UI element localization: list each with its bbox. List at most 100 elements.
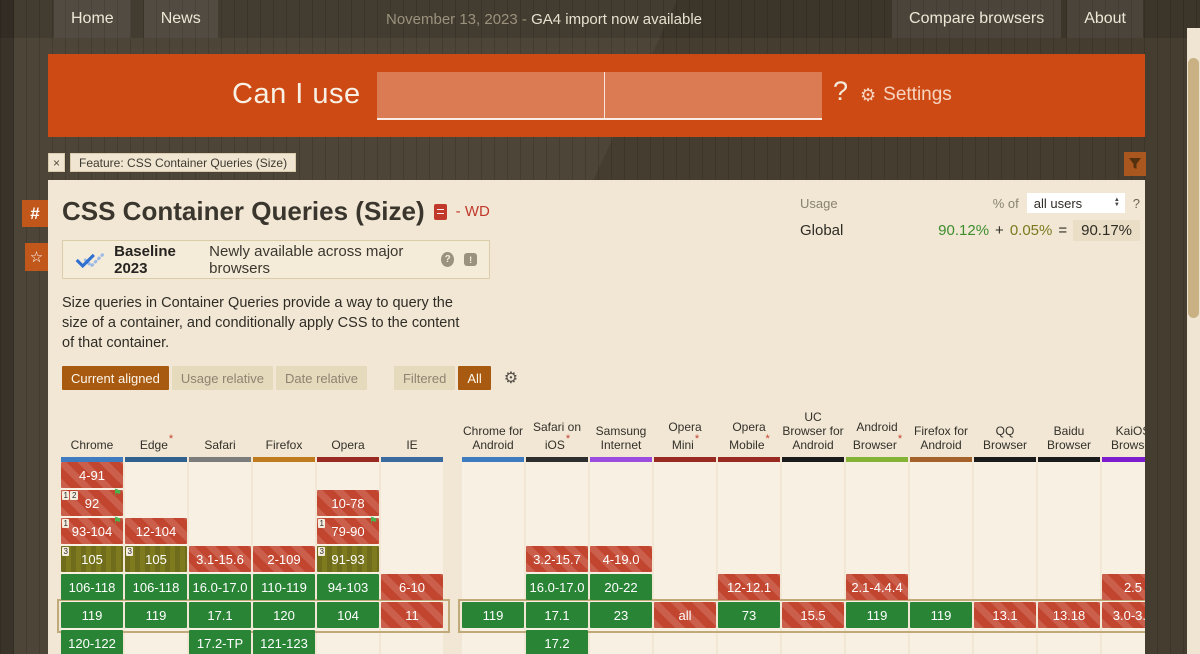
support-cell[interactable]: 91-93 3 — [317, 546, 379, 572]
settings-button[interactable]: ⚙ Settings — [860, 84, 952, 106]
page-left-edge — [0, 0, 14, 654]
browser-column-header: Firefox for Android — [913, 424, 968, 452]
support-cell[interactable]: 73 — [718, 602, 780, 628]
usage-source-value: all users — [1033, 195, 1083, 211]
browser-column: Chrome 4-91 92 1 2 ⚑ 93-104 1 ⚑ 105 3 106-118 119 120… — [61, 395, 123, 654]
support-cell[interactable]: 6-10 — [381, 574, 443, 600]
support-cell[interactable]: 92 1 2 ⚑ — [61, 489, 123, 516]
flag-icon: ⚑ — [113, 516, 122, 527]
filter-filtered-button[interactable]: Filtered — [393, 366, 456, 390]
support-cell[interactable]: 17.1 — [189, 602, 251, 628]
browser-brand-underline — [189, 457, 251, 462]
page-scrollbar-thumb[interactable] — [1188, 58, 1199, 318]
search-help-question-mark[interactable]: ? — [833, 76, 849, 106]
filter-all-button[interactable]: All — [458, 366, 491, 390]
support-cell[interactable]: 105 3 — [61, 546, 123, 572]
current-version-highlight — [458, 599, 1145, 633]
close-icon: × — [52, 155, 60, 170]
nav-news-button[interactable]: News — [143, 0, 218, 38]
support-cell[interactable]: 23 — [590, 602, 652, 628]
support-cell[interactable]: 4-91 — [61, 462, 123, 488]
percent-of-label: % of — [992, 195, 1019, 211]
support-cell[interactable]: 2.5 — [1102, 574, 1145, 600]
page-title: CSS Container Queries (Size) — [62, 196, 425, 226]
usage-summary: Usage % of all users ▲ ▼ ? Global 90.12% … — [800, 192, 1140, 246]
support-cell[interactable]: 106-118 — [125, 574, 187, 600]
search-input-primary[interactable] — [377, 72, 604, 118]
support-cell[interactable]: 119 — [61, 602, 123, 628]
baseline-help-icon[interactable]: ? — [441, 252, 455, 267]
note-badges: 3 — [62, 547, 70, 556]
feature-filter-tag: Feature: CSS Container Queries (Size) — [70, 153, 297, 172]
support-cell[interactable]: 79-90 1 ⚑ — [317, 517, 379, 544]
remove-feature-filter-button[interactable]: × — [48, 153, 65, 172]
permalink-hash-button[interactable]: # — [22, 200, 48, 227]
browser-column-header: Android Browser* — [852, 420, 903, 452]
support-cell[interactable]: 121-123 — [253, 630, 315, 654]
support-cell[interactable]: 20-22 — [590, 574, 652, 600]
support-cell[interactable]: 120-122 — [61, 630, 123, 654]
support-cell[interactable]: 119 — [125, 602, 187, 628]
browser-brand-underline — [125, 457, 187, 462]
spec-status-label[interactable]: - WD — [455, 203, 490, 220]
support-cell[interactable]: 11 — [381, 602, 443, 628]
browser-column: Chrome for Android 119 — [462, 395, 524, 654]
site-logo[interactable]: Can I use — [232, 78, 361, 110]
favorite-star-button[interactable]: ☆ — [25, 243, 48, 271]
support-cell[interactable]: 2-109 — [253, 546, 315, 572]
browser-column: Opera Mini* all — [654, 395, 716, 654]
nav-compare-browsers-button[interactable]: Compare browsers — [892, 0, 1062, 38]
browser-brand-underline — [253, 457, 315, 462]
note-badges: 1 — [62, 519, 70, 528]
support-cell[interactable]: all — [654, 602, 716, 628]
usage-help-icon[interactable]: ? — [1132, 195, 1140, 211]
support-cell[interactable]: 119 — [846, 602, 908, 628]
support-cell[interactable]: 13.1 — [974, 602, 1036, 628]
support-cell[interactable]: 17.2 — [526, 630, 588, 654]
browser-column-header: KaiOS Browser — [1110, 424, 1145, 452]
support-cell[interactable]: 3.1-15.6 — [189, 546, 251, 572]
nav-about-button[interactable]: About — [1067, 0, 1143, 38]
support-cell[interactable]: 17.1 — [526, 602, 588, 628]
support-cell[interactable]: 16.0-17.0 — [189, 574, 251, 600]
filter-toggle-button[interactable] — [1124, 152, 1146, 176]
baseline-feedback-icon[interactable]: ! — [464, 253, 477, 266]
support-cell[interactable]: 110-119 — [253, 574, 315, 600]
view-current-aligned-button[interactable]: Current aligned — [62, 366, 169, 390]
support-cell[interactable]: 94-103 — [317, 574, 379, 600]
support-cell[interactable]: 119 — [910, 602, 972, 628]
view-usage-relative-button[interactable]: Usage relative — [171, 366, 273, 390]
support-cell[interactable]: 105 3 — [125, 546, 187, 572]
support-cell[interactable]: 119 — [462, 602, 524, 628]
spec-document-icon[interactable] — [433, 203, 447, 220]
news-announcement[interactable]: November 13, 2023 - GA4 import now avail… — [176, 0, 912, 38]
support-cell[interactable]: 15.5 — [782, 602, 844, 628]
nav-home-button[interactable]: Home — [54, 0, 131, 38]
support-cell[interactable]: 12-12.1 — [718, 574, 780, 600]
support-cell[interactable]: 17.2-TP — [189, 630, 251, 654]
view-date-relative-button[interactable]: Date relative — [276, 366, 367, 390]
support-cell[interactable]: 3.0-3.1 — [1102, 602, 1145, 628]
support-cell[interactable]: 3.2-15.7 — [526, 546, 588, 572]
support-cell[interactable]: 104 — [317, 602, 379, 628]
support-cell[interactable]: 13.18 — [1038, 602, 1100, 628]
browser-column: UC Browser for Android 15.5 — [782, 395, 844, 654]
top-navigation-bar: Home News November 13, 2023 - GA4 import… — [0, 0, 1200, 38]
browser-column: QQ Browser 13.1 — [974, 395, 1036, 654]
usage-source-select[interactable]: all users ▲ ▼ — [1026, 193, 1125, 213]
support-cell[interactable]: 120 — [253, 602, 315, 628]
browser-column: Firefox 2-109 110-119 120 121-123 — [253, 395, 315, 654]
support-cell[interactable]: 10-78 — [317, 490, 379, 516]
search-input-secondary[interactable] — [604, 72, 832, 118]
browser-column-header: Safari — [204, 438, 236, 452]
page-scrollbar-track[interactable] — [1187, 28, 1200, 654]
support-cell[interactable]: 16.0-17.0 — [526, 574, 588, 600]
support-cell[interactable]: 106-118 — [61, 574, 123, 600]
table-settings-gear-icon[interactable]: ⚙ — [503, 370, 519, 387]
support-cell[interactable]: 4-19.0 — [590, 546, 652, 572]
support-cell[interactable]: 12-104 — [125, 518, 187, 544]
support-cell[interactable]: 2.1-4.4.4 — [846, 574, 908, 600]
support-cell[interactable]: 93-104 1 ⚑ — [61, 516, 123, 544]
feature-description: Size queries in Container Queries provid… — [62, 295, 460, 351]
